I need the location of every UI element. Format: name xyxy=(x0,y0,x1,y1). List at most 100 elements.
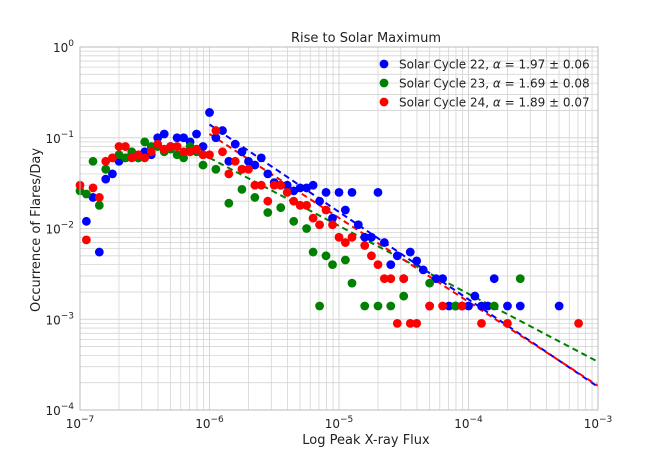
data-point-cycle-22 xyxy=(153,133,163,143)
data-point-cycle-24 xyxy=(172,142,182,151)
data-point-cycle-24 xyxy=(328,220,337,230)
x-tick-label: 10−4 xyxy=(454,415,483,431)
y-tick-label: 10−4 xyxy=(45,402,74,418)
data-point-cycle-24 xyxy=(127,153,137,163)
data-point-cycle-23 xyxy=(120,153,130,163)
legend-label-cycle-23: Solar Cycle 23, α = 1.69 ± 0.08 xyxy=(399,77,590,91)
data-point-cycle-24 xyxy=(192,144,201,154)
fit-line-cycle-24 xyxy=(208,133,599,387)
data-point-cycle-22 xyxy=(515,301,525,311)
data-point-cycle-22 xyxy=(503,301,512,311)
data-point-cycle-23 xyxy=(224,198,234,208)
data-point-cycle-23 xyxy=(386,301,396,311)
data-point-cycle-22 xyxy=(237,147,247,157)
data-point-cycle-22 xyxy=(373,187,383,197)
data-point-cycle-24 xyxy=(379,274,389,284)
legend-label-cycle-24: Solar Cycle 24, α = 1.89 ± 0.07 xyxy=(399,96,590,110)
data-point-cycle-24 xyxy=(269,180,279,190)
data-point-cycle-23 xyxy=(451,301,460,311)
data-point-cycle-23 xyxy=(127,147,137,157)
data-point-cycle-24 xyxy=(457,301,467,311)
data-point-cycle-22 xyxy=(108,169,117,179)
x-tick-label: 10−6 xyxy=(195,415,224,431)
data-point-cycle-23 xyxy=(289,216,299,226)
data-point-cycle-22 xyxy=(263,169,273,179)
legend-marker-cycle-23 xyxy=(379,78,389,88)
data-point-cycle-24 xyxy=(289,196,299,206)
x-axis-ticks: 10−7 10−6 10−5 10−4 10−3 xyxy=(66,415,613,431)
x-tick-label: 10−7 xyxy=(66,415,95,431)
data-point-cycle-24 xyxy=(81,235,91,245)
data-point-cycle-24 xyxy=(101,156,111,166)
data-point-cycle-22 xyxy=(379,238,389,247)
data-point-cycle-24 xyxy=(386,274,396,284)
data-point-cycle-22 xyxy=(94,247,104,257)
data-point-cycle-23 xyxy=(250,193,260,202)
x-axis-label: Log Peak X-ray Flux xyxy=(302,433,430,448)
data-point-cycle-24 xyxy=(94,193,104,202)
data-point-cycle-22 xyxy=(405,247,415,257)
data-point-cycle-23 xyxy=(308,247,318,257)
data-point-cycle-22 xyxy=(431,274,441,284)
data-point-cycle-24 xyxy=(295,200,305,210)
data-point-cycle-23 xyxy=(101,164,111,174)
y-axis-ticks: 10−4 10−3 10−2 10−1 100 xyxy=(45,39,74,418)
data-point-cycle-22 xyxy=(250,160,260,170)
data-point-cycle-24 xyxy=(108,153,117,163)
data-point-cycle-24 xyxy=(302,200,311,210)
data-point-cycle-24 xyxy=(179,147,189,157)
data-point-cycle-23 xyxy=(198,160,208,170)
data-point-cycle-24 xyxy=(392,319,402,328)
data-point-cycle-22 xyxy=(192,129,201,139)
data-point-cycle-22 xyxy=(477,301,486,311)
data-point-cycle-24 xyxy=(263,196,273,206)
data-point-cycle-24 xyxy=(276,180,286,190)
data-point-cycle-22 xyxy=(218,126,227,135)
data-point-cycle-24 xyxy=(250,180,260,190)
data-point-cycle-24 xyxy=(282,187,292,197)
data-point-cycle-24 xyxy=(146,147,156,157)
legend-marker-cycle-24 xyxy=(379,97,389,107)
data-point-cycle-23 xyxy=(515,274,525,284)
fit-lines xyxy=(208,123,599,388)
data-point-cycle-24 xyxy=(153,139,163,149)
chart-title: Rise to Solar Maximum xyxy=(291,31,441,46)
data-point-cycle-23 xyxy=(321,251,331,261)
data-point-cycle-22 xyxy=(367,232,376,242)
data-point-cycle-24 xyxy=(205,150,214,160)
data-point-cycle-24 xyxy=(88,183,98,193)
data-point-cycle-24 xyxy=(321,205,331,215)
data-point-cycle-22 xyxy=(101,174,111,184)
data-point-cycle-24 xyxy=(347,232,357,242)
data-point-cycle-22 xyxy=(205,108,214,117)
data-point-cycle-24 xyxy=(140,153,150,163)
data-point-cycle-23 xyxy=(140,137,150,147)
data-point-cycle-23 xyxy=(315,301,324,311)
legend: Solar Cycle 22, α = 1.97 ± 0.06 Solar Cyc… xyxy=(379,58,590,110)
data-point-cycle-22 xyxy=(256,153,266,163)
data-point-cycle-22 xyxy=(321,187,331,197)
data-point-cycle-22 xyxy=(172,133,182,143)
y-tick-label: 10−1 xyxy=(45,130,74,146)
data-point-cycle-23 xyxy=(237,184,247,194)
data-point-cycle-22 xyxy=(444,301,454,311)
data-point-cycle-23 xyxy=(263,208,273,217)
data-point-cycle-23 xyxy=(94,200,104,210)
data-point-cycle-24 xyxy=(340,238,350,247)
data-point-cycle-24 xyxy=(308,213,318,223)
data-point-cycle-23 xyxy=(360,301,370,311)
data-point-cycle-23 xyxy=(302,224,311,233)
data-point-cycle-22 xyxy=(412,256,422,266)
y-tick-label: 10−2 xyxy=(45,221,74,237)
data-point-cycle-24 xyxy=(224,169,234,179)
data-point-cycle-22 xyxy=(282,180,292,190)
data-points xyxy=(75,108,583,328)
data-point-cycle-24 xyxy=(574,319,583,328)
data-point-cycle-22 xyxy=(334,187,344,197)
data-point-cycle-22 xyxy=(470,291,480,301)
x-tick-label: 10−5 xyxy=(325,415,354,431)
data-point-cycle-23 xyxy=(347,278,357,288)
y-tick-label: 10−3 xyxy=(45,311,74,327)
data-point-cycle-22 xyxy=(483,301,493,311)
